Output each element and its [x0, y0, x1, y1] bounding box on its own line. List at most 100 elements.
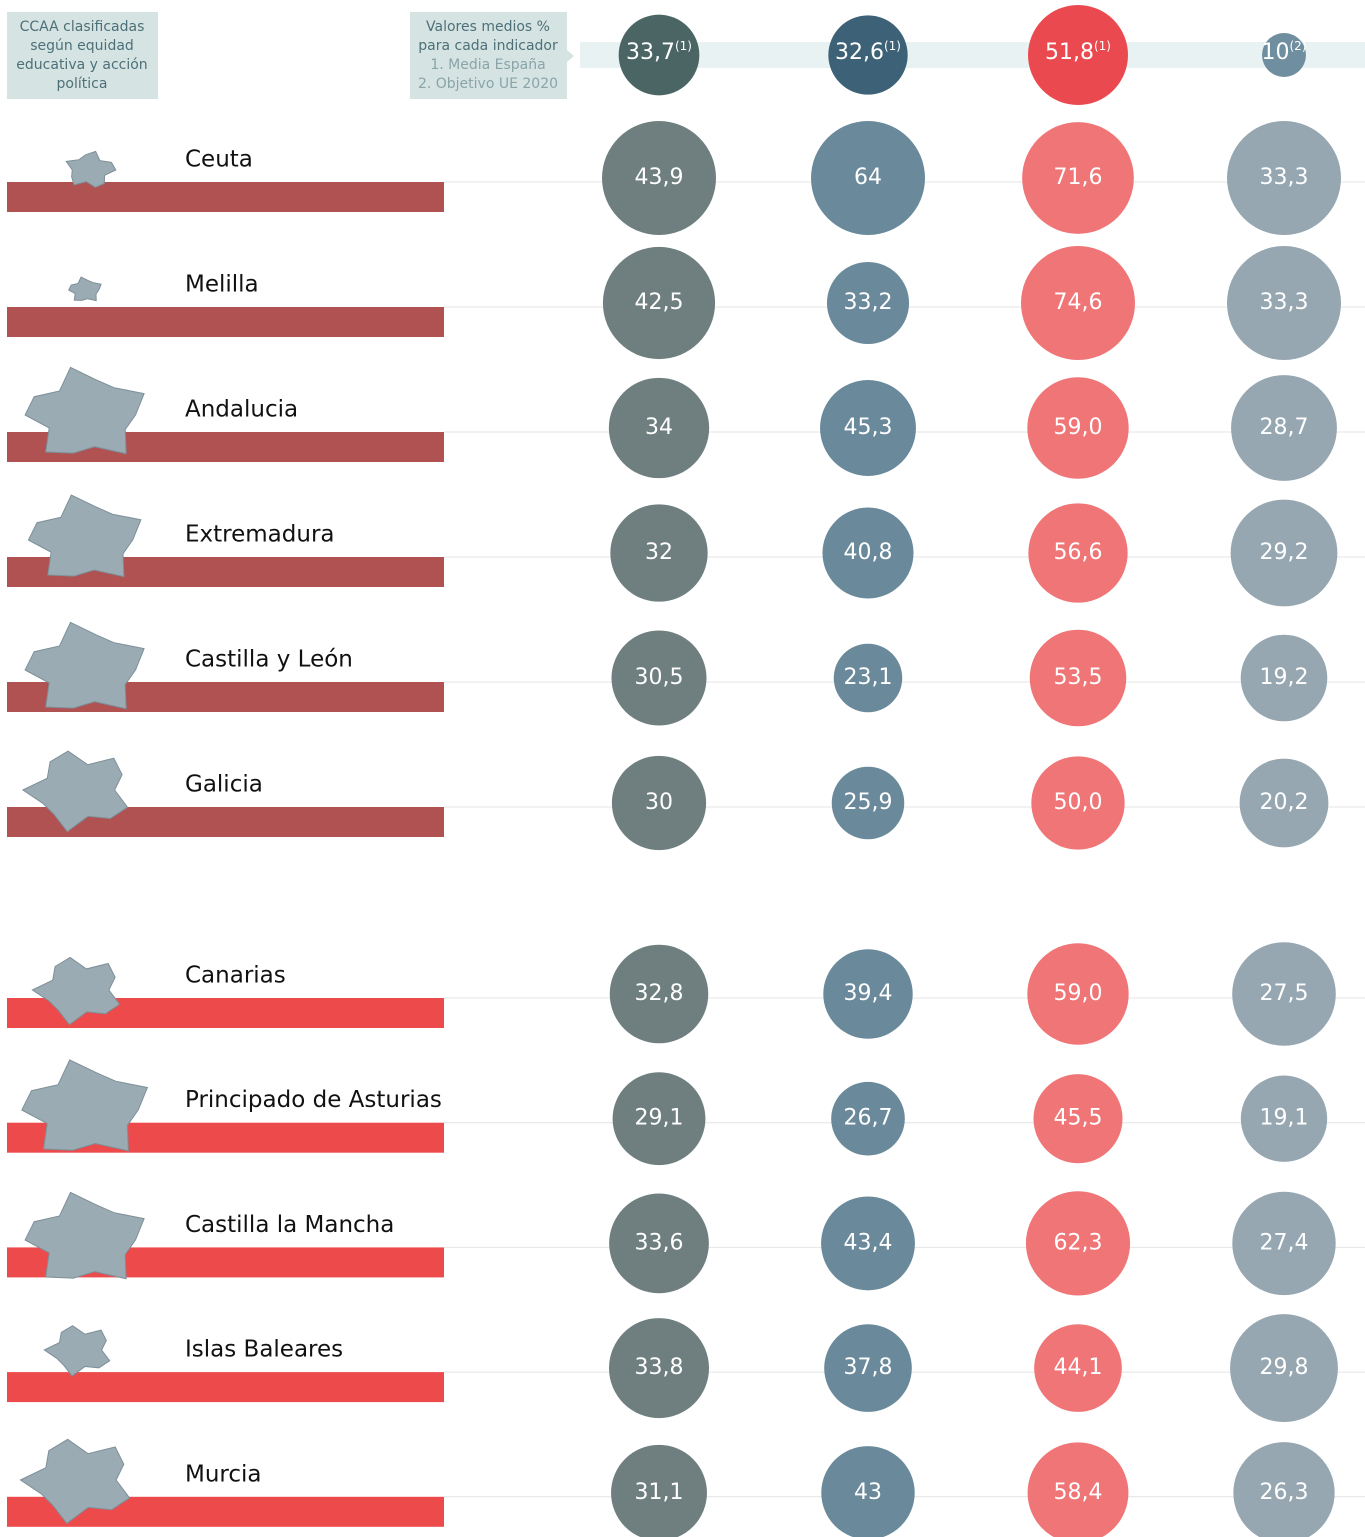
bubble: [610, 504, 708, 602]
bubble-label: 43,9: [635, 165, 684, 190]
region-map: [31, 956, 121, 1026]
bubble: [612, 1072, 706, 1166]
bubble-label: 29,8: [1260, 1355, 1309, 1380]
region-name: Galicia: [185, 772, 263, 798]
bubble: [826, 261, 910, 345]
region-name: Andalucia: [185, 397, 298, 423]
region-name: Melilla: [185, 272, 259, 298]
bubble: [811, 121, 925, 235]
region-map: [21, 1059, 149, 1152]
bubble-label: 27,5: [1260, 981, 1309, 1006]
bubble-label: 44,1: [1054, 1355, 1103, 1380]
average-bubble: [828, 15, 908, 95]
bubble-label: 45,5: [1054, 1106, 1103, 1131]
bubble: [821, 1446, 915, 1537]
region-map: [21, 750, 129, 833]
bubble-label: 33,2: [844, 290, 893, 315]
bubble-label: 43: [854, 1480, 882, 1505]
bubble-label: 33,3: [1260, 165, 1309, 190]
region-name: Ceuta: [185, 147, 253, 173]
bubble-label: 43,4: [844, 1230, 893, 1255]
bubble: [1232, 1191, 1336, 1296]
average-label: 10(2): [1262, 39, 1307, 66]
region-map: [68, 276, 102, 302]
legend-text: según equidad: [30, 38, 134, 54]
region-map: [19, 1438, 131, 1525]
bubble: [1025, 1191, 1131, 1296]
legend-text: 1. Media España: [430, 57, 545, 73]
bubble-label: 19,1: [1260, 1106, 1309, 1131]
bubble: [609, 944, 709, 1044]
bubble-label: 59,0: [1054, 981, 1103, 1006]
bubble-label: 45,3: [844, 415, 893, 440]
bubble: [611, 630, 707, 726]
bubble: [1027, 943, 1129, 1045]
bubble-label: 19,2: [1260, 665, 1309, 690]
bubble-label: 26,7: [844, 1106, 893, 1131]
bubble: [1029, 629, 1127, 727]
bubble-label: 39,4: [844, 981, 893, 1006]
bubble: [1227, 246, 1341, 360]
bubble: [602, 121, 716, 235]
bubble-label: 23,1: [844, 665, 893, 690]
header-band: [580, 42, 1365, 68]
legend-text: Valores medios %: [426, 19, 550, 35]
pointer: [567, 50, 574, 62]
bubble: [1034, 1324, 1122, 1412]
bubble-label: 33,3: [1260, 290, 1309, 315]
bubble-label: 26,3: [1260, 1480, 1309, 1505]
bubble: [1022, 122, 1134, 234]
average-note: (1): [1094, 39, 1111, 53]
bubble-label: 32: [645, 540, 673, 565]
legend-text: educativa y acción: [16, 57, 147, 73]
bubble: [1028, 503, 1128, 603]
region-map: [27, 494, 142, 578]
average-value: 33,7: [626, 40, 675, 65]
bubble-label: 27,4: [1260, 1230, 1309, 1255]
region-name: Canarias: [185, 963, 286, 989]
legend-text: CCAA clasificadas: [20, 19, 145, 35]
region-name: Principado de Asturias: [185, 1087, 442, 1113]
region-name: Islas Baleares: [185, 1337, 343, 1363]
bubble: [1031, 756, 1125, 850]
bubble-label: 29,1: [635, 1106, 684, 1131]
bubble-label: 20,2: [1260, 790, 1309, 815]
bubble-label: 58,4: [1054, 1480, 1103, 1505]
bubble: [833, 643, 903, 713]
bubble: [823, 949, 913, 1039]
average-note: (2): [1290, 39, 1307, 53]
bubble: [1027, 1442, 1129, 1537]
bubble-label: 29,2: [1260, 540, 1309, 565]
region-name: Castilla y León: [185, 647, 353, 673]
bubble: [609, 1193, 709, 1294]
bubble: [1240, 634, 1328, 722]
average-value: 10: [1262, 40, 1290, 65]
bubble: [1027, 377, 1129, 479]
bubble: [831, 766, 905, 840]
bubble-label: 30,5: [635, 665, 684, 690]
legend-box: [7, 12, 158, 99]
bubble-label: 53,5: [1054, 665, 1103, 690]
bubble-label: 37,8: [844, 1355, 893, 1380]
bubble-label: 28,7: [1260, 415, 1309, 440]
average-label: 51,8(1): [1045, 39, 1111, 66]
average-note: (1): [675, 39, 692, 53]
bubble: [1240, 1075, 1328, 1162]
bubble-label: 32,8: [635, 981, 684, 1006]
region-map: [24, 621, 145, 710]
bubble: [608, 1318, 710, 1419]
average-bubble: [1028, 5, 1128, 105]
row-bar: [7, 182, 444, 212]
legend-text: 2. Objetivo UE 2020: [418, 76, 558, 92]
bubble: [822, 507, 914, 599]
bubble: [611, 755, 707, 851]
legend-text: política: [57, 76, 108, 92]
row-bar: [7, 1372, 444, 1403]
bubble-label: 59,0: [1054, 415, 1103, 440]
bubble: [821, 1196, 915, 1291]
bubble: [1227, 121, 1341, 235]
bubble: [1033, 1074, 1123, 1164]
region-map: [65, 150, 117, 188]
bubble-label: 33,8: [635, 1355, 684, 1380]
